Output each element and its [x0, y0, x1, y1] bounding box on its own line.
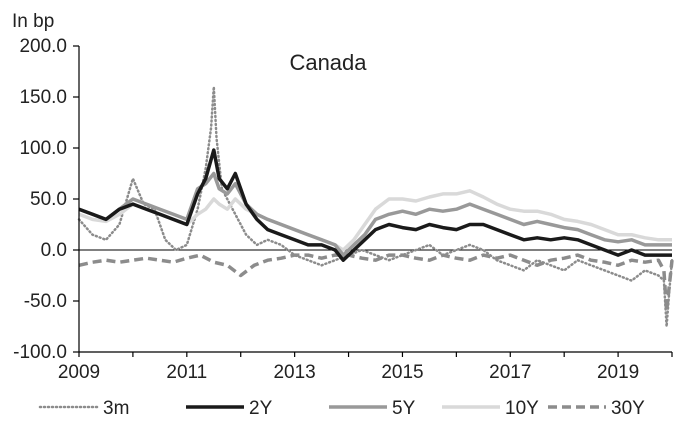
x-tick-label: 2019	[597, 362, 639, 383]
y-axis: 200.0 150.0 100.0 50.0 0.0 -50.0 -100.0	[13, 36, 80, 363]
plot-area	[77, 85, 674, 328]
y-tick-label: -100.0	[13, 342, 67, 363]
x-tick-label: 2011	[166, 362, 207, 383]
y-tick-label: 200.0	[19, 36, 67, 57]
legend-label-2y: 2Y	[249, 398, 273, 419]
legend-label-5y: 5Y	[392, 398, 416, 419]
x-tick-label: 2015	[381, 362, 423, 383]
y-tick-label: 100.0	[19, 138, 67, 159]
legend: 3m 2Y 5Y 10Y 30Y	[38, 398, 645, 419]
series-line-3m	[77, 85, 674, 328]
y-axis-label: In bp	[12, 11, 54, 32]
y-tick-label: -50.0	[24, 291, 67, 312]
y-tick-label: 150.0	[19, 87, 67, 108]
y-tick-label: 0.0	[41, 240, 67, 261]
x-tick-label: 2009	[58, 362, 100, 383]
series-line-30y	[78, 253, 674, 313]
x-axis: 2009 2011 2013 2015 2017 2019	[58, 351, 673, 383]
series-line-2y	[78, 148, 672, 262]
legend-label-10y: 10Y	[505, 398, 539, 419]
x-tick-label: 2017	[489, 362, 531, 383]
chart-title: Canada	[289, 50, 367, 75]
legend-label-3m: 3m	[103, 398, 129, 419]
legend-label-30y: 30Y	[611, 398, 645, 419]
y-tick-label: 50.0	[30, 189, 67, 210]
x-tick-label: 2013	[273, 362, 315, 383]
